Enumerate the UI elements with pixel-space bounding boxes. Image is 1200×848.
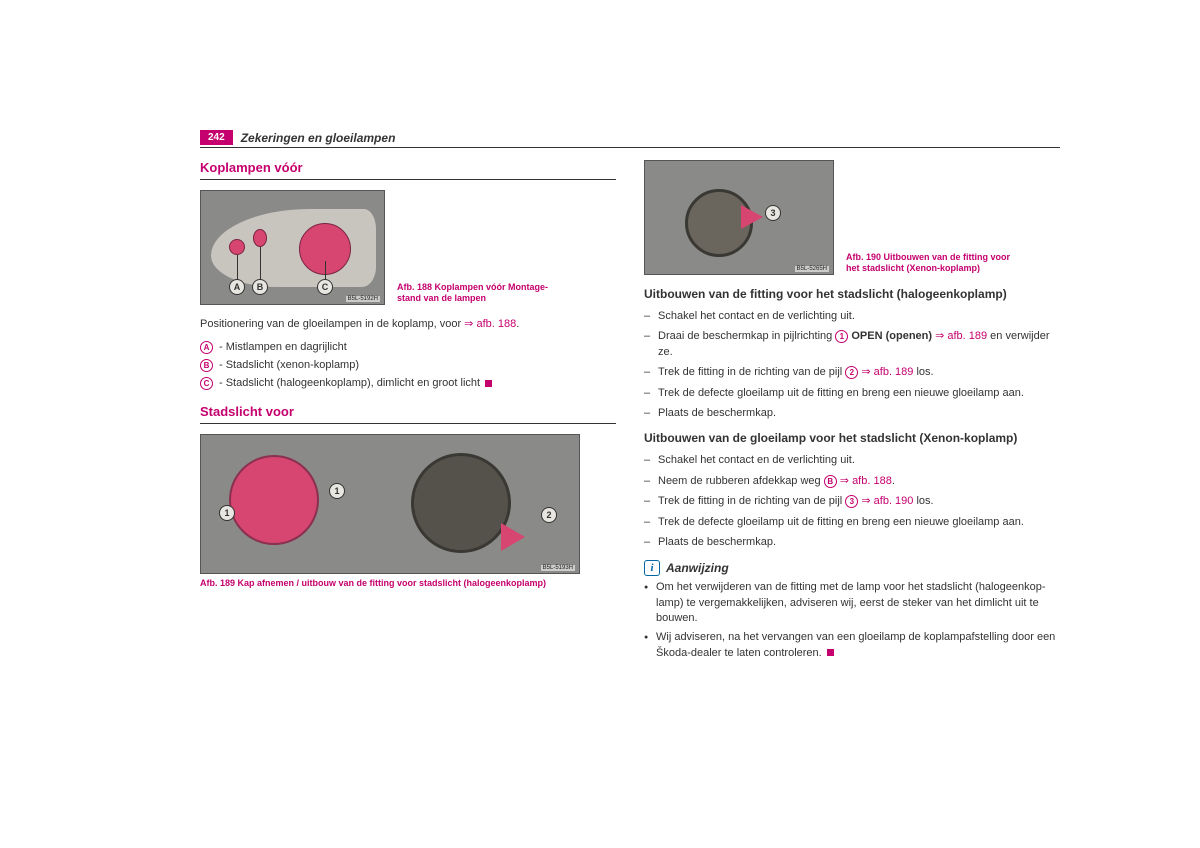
left-column: Koplampen vóór A B C B5L-5192H Afb. 188 … bbox=[200, 160, 616, 665]
intro-text-end: . bbox=[516, 318, 519, 330]
marker-c-text: - Stadslicht (halogeenkoplamp), dimlicht… bbox=[219, 377, 492, 389]
bulb-b-icon bbox=[253, 229, 267, 247]
callout-2: 2 bbox=[541, 507, 557, 523]
figure-watermark: B5L-5192H bbox=[346, 296, 380, 302]
subheading-halogen: Uitbouwen van de fitting voor het stadsl… bbox=[644, 287, 1060, 301]
step-h3: Trek de fitting in de richting van de pi… bbox=[644, 365, 1060, 380]
intro-text: Positionering van de gloeilampen in de k… bbox=[200, 317, 616, 333]
callout-a: A bbox=[229, 279, 245, 295]
figure-190-row: 3 B5L-5265H Afb. 190 Uitbouwen van de fi… bbox=[644, 160, 1060, 275]
marker-B-icon: B bbox=[824, 475, 837, 488]
callout-1-left: 1 bbox=[219, 505, 235, 521]
callout-line-a bbox=[237, 255, 238, 281]
callout-line-b bbox=[260, 247, 261, 281]
halogen-steps: Schakel het contact en de verlichting ui… bbox=[644, 309, 1060, 421]
figure-188: A B C B5L-5192H bbox=[200, 190, 385, 305]
figure-190-caption: Afb. 190 Uitbouwen van de fitting voor h… bbox=[846, 252, 1016, 275]
callout-1-right: 1 bbox=[329, 483, 345, 499]
marker-c-icon: C bbox=[200, 377, 213, 390]
step-h1: Schakel het contact en de verlichting ui… bbox=[644, 309, 1060, 324]
cap-illustration bbox=[229, 455, 319, 545]
ref-fig189-a: ⇒ afb. 189 bbox=[935, 330, 987, 342]
marker-1-icon: 1 bbox=[835, 330, 848, 343]
callout-3: 3 bbox=[765, 205, 781, 221]
step-h2: Draai de beschermkap in pijlrichting 1 O… bbox=[644, 329, 1060, 360]
note-list: Om het verwijderen van de fitting met de… bbox=[644, 580, 1060, 661]
right-column: 3 B5L-5265H Afb. 190 Uitbouwen van de fi… bbox=[644, 160, 1060, 665]
note-heading: i Aanwijzing bbox=[644, 560, 1060, 576]
subheading-xenon: Uitbouwen van de gloeilamp voor het stad… bbox=[644, 431, 1060, 445]
page-header: 242 Zekeringen en gloeilampen bbox=[200, 130, 1060, 148]
intro-text-part: Positionering van de gloeilampen in de k… bbox=[200, 318, 464, 330]
ref-fig188: ⇒ afb. 188 bbox=[464, 318, 516, 330]
step-h5: Plaats de beschermkap. bbox=[644, 406, 1060, 421]
info-icon: i bbox=[644, 560, 660, 576]
callout-line-c bbox=[325, 261, 326, 281]
figure-188-row: A B C B5L-5192H Afb. 188 Koplampen vóór … bbox=[200, 190, 616, 305]
step-h4: Trek de defecte gloeilamp uit de fitting… bbox=[644, 386, 1060, 401]
ref-fig190: afb. 190 bbox=[874, 495, 914, 507]
figure-watermark-190: B5L-5265H bbox=[795, 266, 829, 272]
marker-a-icon: A bbox=[200, 341, 213, 354]
step-x1: Schakel het contact en de verlichting ui… bbox=[644, 453, 1060, 468]
note-1: Om het verwijderen van de fitting met de… bbox=[644, 580, 1060, 626]
marker-a-text: - Mistlampen en dagrijlicht bbox=[219, 341, 347, 353]
step-x3: Trek de fitting in de richting van de pi… bbox=[644, 494, 1060, 509]
header-title: Zekeringen en gloeilampen bbox=[241, 131, 396, 145]
ref-fig188-b: afb. 188 bbox=[852, 475, 892, 487]
figure-190: 3 B5L-5265H bbox=[644, 160, 834, 275]
step-x4: Trek de defecte gloeilamp uit de fitting… bbox=[644, 515, 1060, 530]
manual-page: 242 Zekeringen en gloeilampen Koplampen … bbox=[0, 0, 1200, 705]
marker-c-line: C - Stadslicht (halogeenkoplamp), dimlic… bbox=[200, 377, 616, 390]
figure-189: 1 1 2 B5L-5193H bbox=[200, 434, 580, 574]
section-title-stadslicht: Stadslicht voor bbox=[200, 404, 616, 424]
marker-b-text: - Stadslicht (xenon-koplamp) bbox=[219, 359, 359, 371]
note-2: Wij adviseren, na het vervangen van een … bbox=[644, 630, 1060, 661]
callout-b: B bbox=[252, 279, 268, 295]
bulb-a-icon bbox=[229, 239, 245, 255]
marker-b-line: B - Stadslicht (xenon-koplamp) bbox=[200, 359, 616, 372]
step-x2: Neem de rubberen afdekkap weg B ⇒ afb. 1… bbox=[644, 474, 1060, 489]
step-x5: Plaats de beschermkap. bbox=[644, 535, 1060, 550]
callout-c: C bbox=[317, 279, 333, 295]
marker-2-icon: 2 bbox=[845, 366, 858, 379]
marker-a-line: A - Mistlampen en dagrijlicht bbox=[200, 341, 616, 354]
end-marker-icon-2 bbox=[827, 649, 834, 656]
xenon-steps: Schakel het contact en de verlichting ui… bbox=[644, 453, 1060, 550]
fitting-illustration bbox=[411, 453, 511, 553]
marker-3-icon: 3 bbox=[845, 495, 858, 508]
marker-b-icon: B bbox=[200, 359, 213, 372]
page-number: 242 bbox=[200, 130, 233, 145]
ref-fig189-b: afb. 189 bbox=[874, 366, 914, 378]
note-title: Aanwijzing bbox=[666, 561, 729, 575]
end-marker-icon bbox=[485, 380, 492, 387]
arrow-3-icon bbox=[741, 205, 763, 229]
section-title-koplampen: Koplampen vóór bbox=[200, 160, 616, 180]
figure-188-caption: Afb. 188 Koplampen vóór Montage­stand va… bbox=[397, 282, 567, 305]
figure-189-caption: Afb. 189 Kap afnemen / uitbouw van de fi… bbox=[200, 578, 616, 588]
figure-watermark-189: B5L-5193H bbox=[541, 565, 575, 571]
content-columns: Koplampen vóór A B C B5L-5192H Afb. 188 … bbox=[200, 160, 1060, 665]
arrow-2-icon bbox=[501, 523, 525, 551]
